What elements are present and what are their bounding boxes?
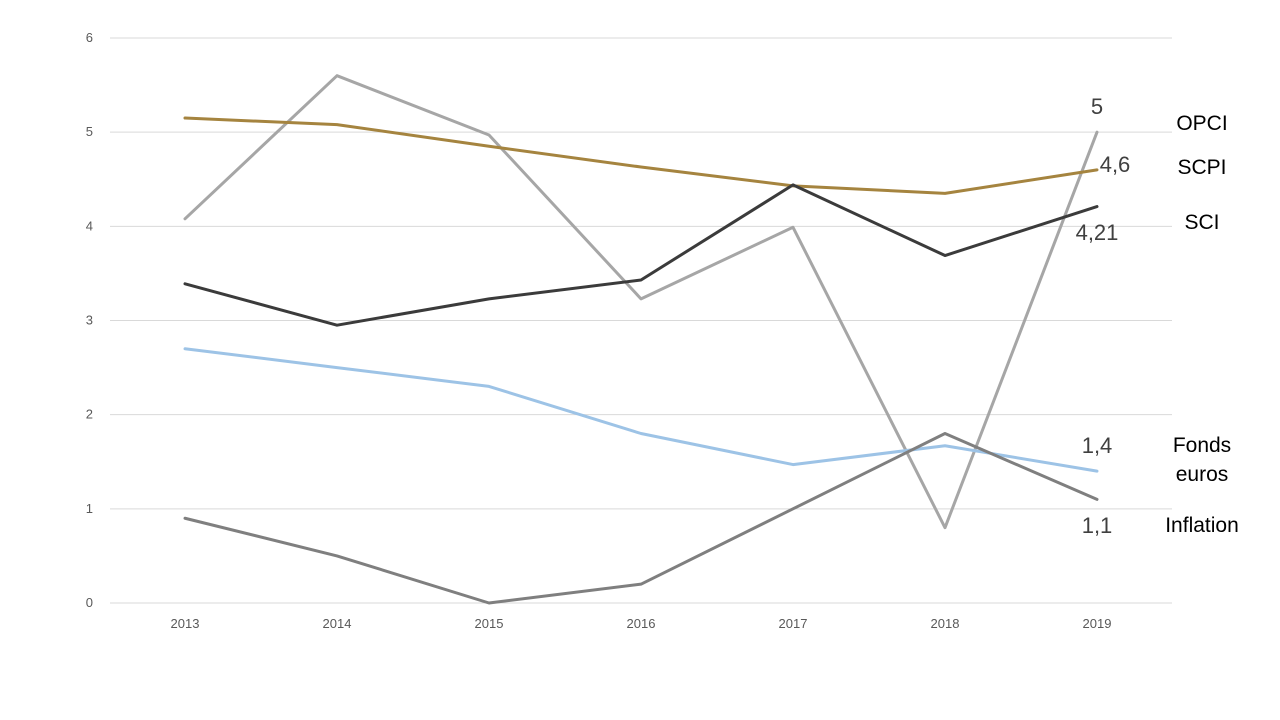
y-tick-label: 3 bbox=[86, 313, 93, 328]
series-line-fonds-euros bbox=[183, 347, 1099, 473]
end-value-label-fonds-euros: 1,4 bbox=[1082, 433, 1113, 458]
x-tick-label: 2017 bbox=[779, 616, 808, 631]
y-axis-tick-labels: 0 1 2 3 4 5 6 bbox=[86, 30, 93, 610]
series-line-scpi bbox=[183, 116, 1099, 195]
x-tick-label: 2014 bbox=[323, 616, 352, 631]
y-tick-label: 4 bbox=[86, 218, 93, 233]
series-name-label-scpi: SCPI bbox=[1177, 156, 1226, 179]
end-value-label-sci: 4,21 bbox=[1076, 220, 1119, 245]
x-tick-label: 2016 bbox=[627, 616, 656, 631]
x-tick-label: 2013 bbox=[171, 616, 200, 631]
series-line-opci bbox=[183, 74, 1099, 530]
end-value-label-opci: 5 bbox=[1091, 94, 1103, 119]
end-value-label-inflation: 1,1 bbox=[1082, 513, 1113, 538]
series-name-label-inflation: Inflation bbox=[1165, 514, 1239, 537]
x-tick-label: 2019 bbox=[1083, 616, 1112, 631]
series-labels: 5 OPCI 4,6 SCPI 4,21 SCI 1,4 Fonds euros 1,1 Infla… bbox=[1076, 94, 1239, 538]
end-value-label-scpi: 4,6 bbox=[1100, 152, 1131, 177]
y-tick-label: 1 bbox=[86, 501, 93, 516]
x-tick-label: 2018 bbox=[931, 616, 960, 631]
series-name-label-fonds-euros: euros bbox=[1176, 463, 1229, 486]
y-tick-label: 0 bbox=[86, 595, 93, 610]
series-lines bbox=[183, 74, 1099, 605]
series-name-label-sci: SCI bbox=[1184, 211, 1219, 234]
y-tick-label: 6 bbox=[86, 30, 93, 45]
y-tick-label: 5 bbox=[86, 124, 93, 139]
series-name-label-fonds-euros: Fonds bbox=[1173, 434, 1231, 457]
x-tick-label: 2015 bbox=[475, 616, 504, 631]
series-line-inflation bbox=[183, 432, 1099, 605]
gridlines bbox=[110, 37, 1172, 604]
series-line-sci bbox=[183, 183, 1099, 327]
y-tick-label: 2 bbox=[86, 407, 93, 422]
x-axis-tick-labels: 2013 2014 2015 2016 2017 2018 2019 bbox=[171, 616, 1112, 631]
series-name-label-opci: OPCI bbox=[1176, 112, 1227, 135]
